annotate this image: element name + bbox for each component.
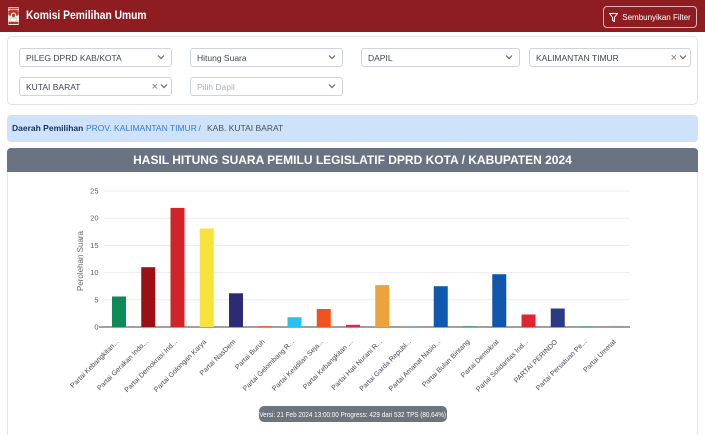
svg-text:Partai Buruh: Partai Buruh <box>234 339 267 372</box>
svg-text:15: 15 <box>90 241 98 250</box>
svg-text:Partai Hati Nurani R...: Partai Hati Nurani R... <box>331 339 384 392</box>
svg-text:Perolehan Suara: Perolehan Suara <box>76 230 85 291</box>
svg-text:Partai Gerakan Indo...: Partai Gerakan Indo... <box>96 339 149 392</box>
svg-text:10: 10 <box>90 268 98 277</box>
svg-text:5: 5 <box>94 295 98 304</box>
svg-text:Partai Persatuan Pe...: Partai Persatuan Pe... <box>535 339 588 392</box>
svg-text:Partai Keadilan Seja...: Partai Keadilan Seja... <box>271 339 325 393</box>
svg-text:Partai Solidaritas Ind...: Partai Solidaritas Ind... <box>475 339 530 394</box>
svg-text:25: 25 <box>90 187 98 196</box>
svg-text:Partai Garda Republ...: Partai Garda Republ... <box>359 339 413 393</box>
svg-text:Partai Kebangkitan...: Partai Kebangkitan... <box>70 339 121 390</box>
svg-text:20: 20 <box>90 214 98 223</box>
svg-text:0: 0 <box>94 323 98 332</box>
svg-text:Partai Kebangkitan ...: Partai Kebangkitan ... <box>302 339 354 391</box>
svg-text:Partai Demokrasi Ind...: Partai Demokrasi Ind... <box>124 339 179 394</box>
svg-text:Partai Amanat Nasio...: Partai Amanat Nasio... <box>388 339 442 393</box>
svg-text:Partai Golongan Karya: Partai Golongan Karya <box>153 339 208 394</box>
svg-text:Partai Gelombang R...: Partai Gelombang R... <box>242 339 296 393</box>
